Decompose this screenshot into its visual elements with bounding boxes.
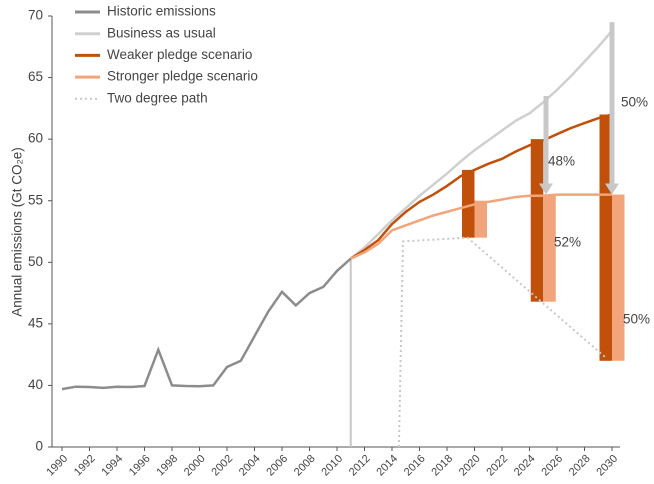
legend-label: Business as usual [107,25,216,40]
x-tick-label: 1994 [99,453,125,479]
legend-label: Weaker pledge scenario [107,47,252,62]
y-tick-label: 55 [28,192,43,207]
weaker-gap-bar [462,169,475,238]
weaker-gap-bar [530,139,544,302]
arrow-head [605,183,619,195]
y-tick-label: 70 [28,8,43,23]
y-tick-label: 65 [28,69,43,84]
stronger-gap-bar [612,194,625,361]
annotation: 48% [548,154,575,169]
x-tick-label: 2018 [429,453,455,479]
series-line [397,236,606,448]
x-tick-label: 2008 [292,453,318,479]
y-tick-label: 50 [28,254,43,269]
annotation: 50% [621,95,648,110]
legend-label: Two degree path [107,90,208,105]
x-tick-label: 2012 [347,453,373,479]
stronger-gap-bar [474,200,487,238]
y-tick-label: 0 [35,439,43,454]
y-axis-label: Annual emissions (Gt CO₂e) [10,147,25,317]
y-tick-label: 45 [28,315,43,330]
series-line [61,257,352,391]
x-tick-label: 2030 [594,453,620,479]
annotation: 52% [554,235,581,250]
x-tick-label: 2020 [457,453,483,479]
series-line [350,29,613,260]
x-tick-label: 1990 [44,453,70,479]
x-tick-label: 2026 [539,453,565,479]
x-tick-label: 2028 [567,453,593,479]
x-tick-label: 2002 [209,453,235,479]
series-line [350,193,612,260]
legend-label: Stronger pledge scenario [107,69,258,84]
x-tick-label: 2000 [182,453,208,479]
series-line [350,113,613,260]
arrow-head [539,183,553,195]
x-tick-label: 1996 [127,453,153,479]
x-tick-label: 2004 [237,453,263,479]
y-tick-label: 40 [28,377,43,392]
legend-label: Historic emissions [107,4,216,19]
x-tick-label: 1992 [72,453,98,479]
annotation: 50% [623,312,650,327]
weaker-gap-bar [599,114,612,361]
x-tick-label: 2022 [484,453,510,479]
y-tick-label: 60 [28,131,43,146]
x-tick-label: 2014 [374,453,400,479]
stronger-gap-bar [543,194,556,302]
x-tick-label: 2010 [319,453,345,479]
x-tick-label: 2006 [264,453,290,479]
x-tick-label: 1998 [154,453,180,479]
x-tick-label: 2024 [512,453,538,479]
x-tick-label: 2016 [402,453,428,479]
